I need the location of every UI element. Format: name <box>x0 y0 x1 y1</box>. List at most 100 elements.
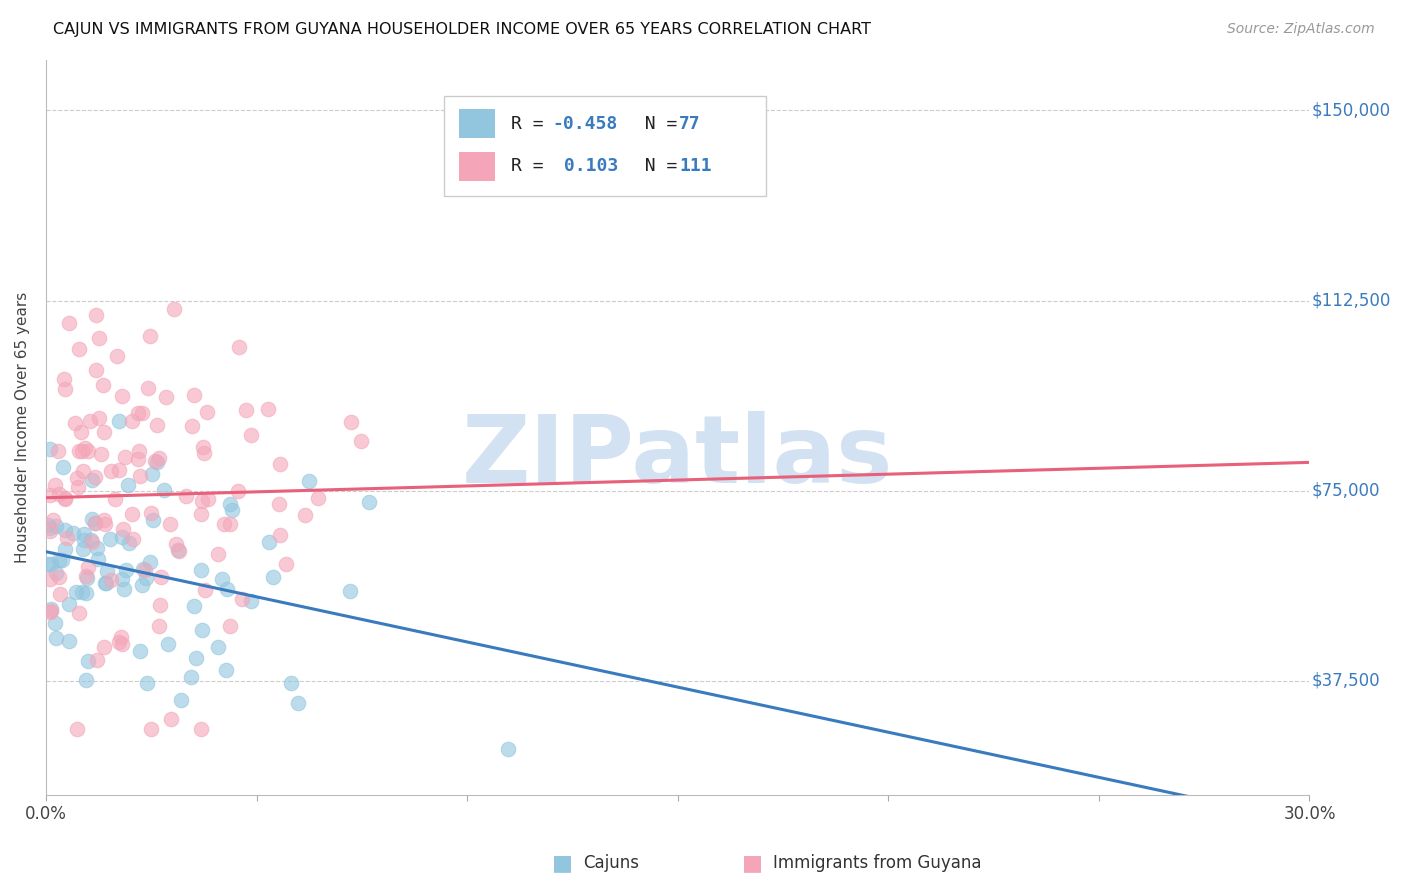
Point <box>141 467 163 482</box>
Point <box>80 533 103 547</box>
Point <box>226 484 249 499</box>
Point <box>39 601 62 615</box>
Point <box>48 570 70 584</box>
Point <box>231 591 253 606</box>
Point <box>212 517 235 532</box>
Point <box>307 491 329 506</box>
Point <box>55 531 77 545</box>
Point <box>67 606 90 620</box>
Point <box>100 573 122 587</box>
Point <box>76 571 98 585</box>
Text: $112,500: $112,500 <box>1312 292 1392 310</box>
Point <box>108 463 131 477</box>
Point <box>169 692 191 706</box>
Point <box>67 480 90 494</box>
Point <box>82 473 104 487</box>
Point <box>112 582 135 596</box>
Point <box>117 477 139 491</box>
Point <box>93 425 115 440</box>
Point <box>96 564 118 578</box>
Point <box>193 445 215 459</box>
Text: $150,000: $150,000 <box>1312 102 1391 120</box>
Point <box>174 489 197 503</box>
Point <box>190 507 212 521</box>
Point <box>75 585 97 599</box>
Point <box>134 563 156 577</box>
Point <box>111 522 134 536</box>
Text: 77: 77 <box>679 115 700 133</box>
Point <box>138 555 160 569</box>
Point <box>84 516 107 531</box>
Point <box>39 521 62 535</box>
Point <box>111 388 134 402</box>
Text: ■: ■ <box>553 854 572 873</box>
Point <box>339 415 361 429</box>
Point <box>135 572 157 586</box>
Point <box>211 572 233 586</box>
Point <box>219 497 242 511</box>
Point <box>357 494 380 508</box>
Point <box>218 619 240 633</box>
Point <box>52 371 75 385</box>
Text: Cajuns: Cajuns <box>583 855 640 872</box>
Point <box>53 491 76 506</box>
Point <box>80 511 103 525</box>
Point <box>257 401 280 416</box>
Point <box>240 428 263 442</box>
Point <box>215 663 238 677</box>
Point <box>42 513 65 527</box>
Point <box>37 558 59 572</box>
Point <box>191 441 214 455</box>
Point <box>77 655 100 669</box>
Point <box>53 492 76 507</box>
Point <box>139 328 162 343</box>
Point <box>148 619 170 633</box>
Text: ZIPatlas: ZIPatlas <box>463 410 893 503</box>
Point <box>39 442 62 457</box>
Point <box>62 525 84 540</box>
Point <box>298 474 321 488</box>
Text: CAJUN VS IMMIGRANTS FROM GUYANA HOUSEHOLDER INCOME OVER 65 YEARS CORRELATION CHA: CAJUN VS IMMIGRANTS FROM GUYANA HOUSEHOL… <box>53 22 872 37</box>
Point <box>235 403 257 417</box>
Point <box>159 516 181 531</box>
Point <box>127 406 149 420</box>
Point <box>121 414 143 428</box>
Point <box>131 406 153 420</box>
Point <box>257 534 280 549</box>
Point <box>156 637 179 651</box>
Point <box>180 670 202 684</box>
Point <box>38 573 60 587</box>
Point <box>93 640 115 655</box>
Point <box>262 570 284 584</box>
Point <box>111 637 134 651</box>
Point <box>73 527 96 541</box>
Point <box>183 388 205 402</box>
FancyBboxPatch shape <box>460 109 495 138</box>
Point <box>39 558 62 572</box>
Point <box>87 410 110 425</box>
Point <box>39 488 62 502</box>
Point <box>190 722 212 736</box>
Point <box>339 583 361 598</box>
Point <box>63 416 86 430</box>
Point <box>186 650 208 665</box>
Point <box>194 582 217 597</box>
Point <box>66 471 89 485</box>
Point <box>58 634 80 648</box>
Point <box>269 528 291 542</box>
Point <box>350 434 373 448</box>
Point <box>58 316 80 330</box>
Point <box>129 643 152 657</box>
FancyBboxPatch shape <box>444 96 766 195</box>
Point <box>72 533 94 548</box>
Text: ■: ■ <box>742 854 762 873</box>
Point <box>45 519 67 533</box>
Point <box>105 349 128 363</box>
Point <box>145 455 167 469</box>
Point <box>149 570 172 584</box>
Point <box>84 469 107 483</box>
Point <box>217 582 239 596</box>
Point <box>98 532 121 546</box>
Text: $75,000: $75,000 <box>1312 482 1381 500</box>
Point <box>48 553 70 567</box>
